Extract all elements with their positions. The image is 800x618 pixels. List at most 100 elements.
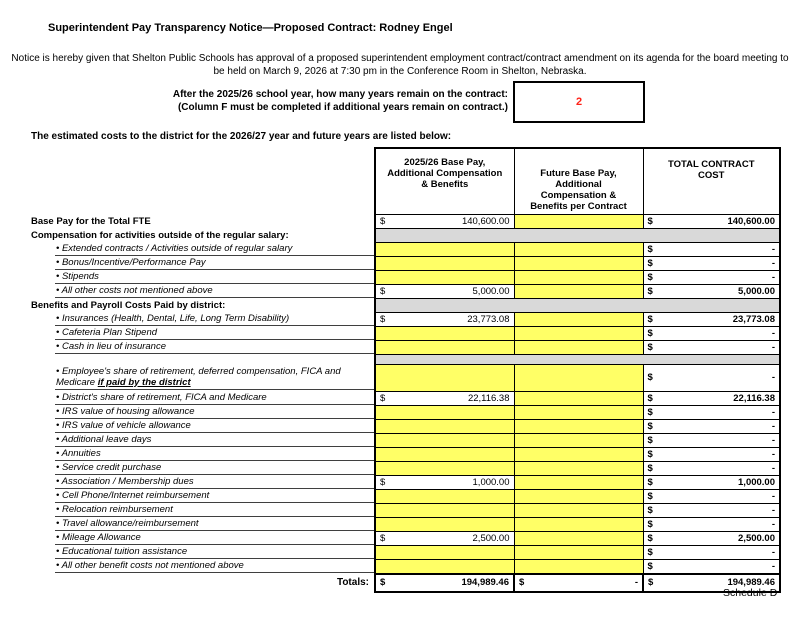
amount-value: - (771, 448, 775, 460)
amount-cell: $5,000.00 (374, 283, 515, 299)
amount-cell: $ - (642, 502, 781, 518)
table-row: • Employee's share of retirement, deferr… (30, 363, 781, 392)
amount-cell: $ - (642, 558, 781, 574)
row-label: Benefits and Payroll Costs Paid by distr… (31, 299, 226, 311)
table-row: • Insurances (Health, Dental, Life, Long… (30, 311, 781, 327)
currency-symbol: $ (647, 341, 653, 353)
input-cell[interactable] (374, 502, 515, 518)
amount-cell: $ - (642, 446, 781, 462)
amount-value: - (771, 490, 775, 502)
input-cell[interactable] (374, 339, 515, 355)
currency-symbol: $ (647, 243, 653, 255)
input-cell[interactable] (374, 418, 515, 434)
input-cell[interactable] (513, 325, 644, 341)
row-label-cell: • Cell Phone/Internet reimbursement (30, 489, 375, 503)
input-cell[interactable] (513, 339, 644, 355)
currency-symbol: $ (647, 313, 653, 325)
row-label: • IRS value of housing allowance (55, 406, 374, 419)
row-label: • Mileage Allowance (55, 532, 374, 545)
input-cell[interactable] (513, 283, 644, 299)
table-row: • IRS value of vehicle allowance $ - (30, 418, 781, 434)
input-cell[interactable] (374, 363, 515, 392)
input-cell[interactable] (513, 241, 644, 257)
input-cell[interactable] (374, 255, 515, 271)
amount-cell: $140,600.00 (642, 213, 781, 229)
label-column-header (30, 148, 375, 214)
input-cell[interactable] (374, 544, 515, 560)
input-cell[interactable] (374, 325, 515, 341)
currency-symbol: $ (380, 285, 386, 297)
input-cell[interactable] (374, 558, 515, 574)
notice-paragraph: Notice is hereby given that Shelton Publ… (11, 53, 789, 77)
amount-cell: $23,773.08 (374, 311, 515, 327)
input-cell[interactable] (374, 241, 515, 257)
input-cell[interactable] (374, 460, 515, 476)
input-cell[interactable] (513, 404, 644, 420)
currency-symbol: $ (380, 215, 386, 227)
table-row: • All other benefit costs not mentioned … (30, 558, 781, 574)
amount-cell: $ - (642, 404, 781, 420)
input-cell[interactable] (513, 516, 644, 532)
amount-value: 140,600.00 (461, 215, 510, 227)
input-cell[interactable] (513, 311, 644, 327)
row-label: • Cafeteria Plan Stipend (55, 327, 374, 340)
input-cell[interactable] (513, 432, 644, 448)
table-row: • Educational tuition assistance $ - (30, 544, 781, 560)
table-header-row: 2025/26 Base Pay, Additional Compensatio… (30, 147, 781, 215)
column-header-2025-26: 2025/26 Base Pay, Additional Compensatio… (374, 147, 515, 215)
input-cell[interactable] (513, 446, 644, 462)
table-row: • Bonus/Incentive/Performance Pay $ - (30, 255, 781, 271)
input-cell[interactable] (513, 460, 644, 476)
amount-value: 23,773.08 (467, 313, 510, 325)
input-cell[interactable] (513, 213, 644, 229)
input-cell[interactable] (374, 446, 515, 462)
amount-cell: $1,000.00 (374, 474, 515, 490)
years-remaining-input-box[interactable]: 2 (513, 81, 645, 123)
currency-symbol: $ (647, 372, 653, 383)
input-cell[interactable] (513, 255, 644, 271)
amount-value: - (771, 406, 775, 418)
amount-value: - (771, 434, 775, 446)
input-cell[interactable] (374, 404, 515, 420)
cost-table: 2025/26 Base Pay, Additional Compensatio… (30, 147, 781, 593)
input-cell[interactable] (513, 530, 644, 546)
input-cell[interactable] (374, 269, 515, 285)
input-cell[interactable] (513, 474, 644, 490)
amount-cell: $22,116.38 (642, 390, 781, 406)
table-row: Totals: $194,989.46 $ - $194,989.46 (30, 572, 781, 593)
input-cell[interactable] (374, 488, 515, 504)
input-cell[interactable] (513, 418, 644, 434)
row-label-cell: • Travel allowance/reimbursement (30, 517, 375, 531)
row-label: • Stipends (55, 271, 374, 284)
input-cell[interactable] (513, 363, 644, 392)
currency-symbol: $ (380, 313, 386, 325)
amount-cell: $2,500.00 (642, 530, 781, 546)
row-label-cell: • Employee's share of retirement, deferr… (30, 364, 375, 391)
estimated-costs-heading: The estimated costs to the district for … (31, 131, 452, 142)
input-cell[interactable] (513, 544, 644, 560)
amount-cell: $1,000.00 (642, 474, 781, 490)
amount-cell: $ - (642, 241, 781, 257)
amount-cell: $22,116.38 (374, 390, 515, 406)
row-label: • All other costs not mentioned above (55, 285, 374, 298)
input-cell[interactable] (513, 269, 644, 285)
currency-symbol: $ (647, 448, 653, 460)
input-cell[interactable] (374, 432, 515, 448)
amount-cell: $ - (642, 363, 781, 392)
row-label-cell: • District's share of retirement, FICA a… (30, 391, 375, 405)
input-cell[interactable] (513, 390, 644, 406)
row-label: • Educational tuition assistance (55, 546, 374, 559)
input-cell[interactable] (513, 488, 644, 504)
amount-value: - (634, 577, 638, 588)
input-cell[interactable] (374, 516, 515, 532)
row-label: • Extended contracts / Activities outsid… (55, 243, 374, 256)
row-label: • Cash in lieu of insurance (55, 341, 374, 354)
amount-cell: $ - (642, 325, 781, 341)
currency-symbol: $ (647, 406, 653, 418)
row-label-cell: • Association / Membership dues (30, 475, 375, 489)
amount-value: 1,000.00 (472, 476, 510, 488)
input-cell[interactable] (513, 558, 644, 574)
input-cell[interactable] (513, 502, 644, 518)
currency-symbol: $ (647, 462, 653, 474)
table-row: • Mileage Allowance $2,500.00 $2,500.00 (30, 530, 781, 546)
